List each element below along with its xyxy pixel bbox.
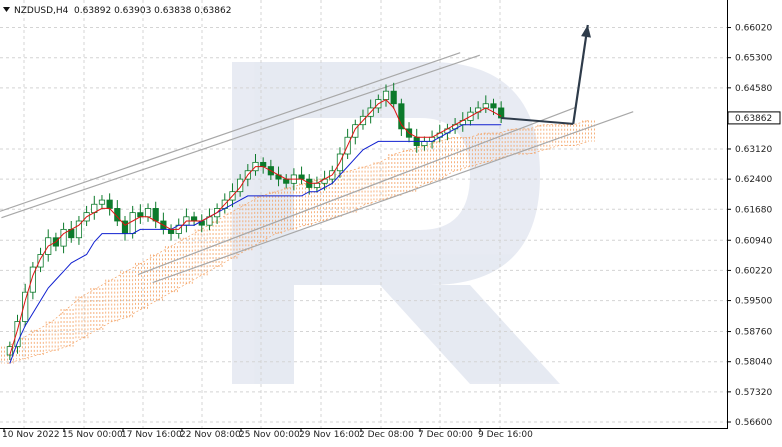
candle-body [237,178,244,193]
ichimoku-cloud [1,120,595,364]
price-tick-label: 0.59500 [735,297,772,307]
candle-body [398,103,405,130]
candle-body [313,182,321,188]
time-tick-label: 22 Nov 08:00 [180,430,241,440]
candle-body [22,291,29,322]
price-tick-label: 0.61680 [735,205,772,215]
candle-body [98,199,106,205]
candle-body [152,208,159,222]
trend-line [137,106,577,276]
price-tick-label: 0.58040 [735,358,772,368]
trend-line [152,111,634,284]
ohlc-values: 0.63892 0.63903 0.63838 0.63862 [74,6,231,16]
price-axis: 0.66020 0.65300 0.64580 0.63862 0.63120 0.624… [727,24,781,428]
candle-body [14,321,21,348]
price-tick-label: 0.60220 [735,266,772,276]
trend-line [0,52,461,212]
time-tick-label: 17 Nov 16:00 [121,430,182,440]
trend-line [1,54,481,219]
price-tick-label: 0.62400 [735,175,772,185]
candle-body [421,141,428,147]
time-tick-label: 25 Nov 00:00 [239,430,300,440]
forecast-arrow [501,24,591,125]
cloud-edge-b [7,141,589,364]
candle-body [114,208,121,222]
symbol-label: NZDUSD,H4 [14,6,69,16]
chart-header: NZDUSD,H4 0.63892 0.63903 0.63838 0.6386… [3,6,231,16]
price-tick-label: 0.60940 [735,236,772,246]
candle-body [37,254,44,268]
grid-lines [0,0,727,428]
price-tick-label: 0.58760 [735,328,772,338]
time-tick-label: 9 Dec 16:00 [478,430,533,440]
candle-body [29,266,36,293]
time-tick-label: 29 Nov 16:00 [299,430,360,440]
candle-body [75,220,83,239]
candle-body [298,174,305,180]
candle-body [482,103,489,109]
time-tick-label: 15 Nov 00:00 [62,430,123,440]
dropdown-triangle-icon[interactable] [3,7,10,12]
price-tick-label: 0.63862 [735,114,772,124]
candle-body [190,216,198,222]
cloud-edge-a [7,120,589,347]
time-tick-label: 7 Dec 00:00 [418,430,473,440]
price-tick-label: 0.65300 [735,54,772,64]
price-tick-label: 0.66020 [735,24,772,34]
tenkan-line [9,98,502,356]
candle-body [390,90,397,105]
candle-body [60,228,67,247]
candle-body [490,103,497,109]
candle-body [129,212,136,234]
candle-body [144,208,152,218]
arrow-head-icon [581,25,591,38]
arrow-down-leg [501,116,574,125]
candle-body [382,90,390,100]
price-tick-label: 0.57320 [735,388,772,398]
indicator-lines [9,98,502,364]
candle-body [352,124,359,138]
price-tick-label: 0.56600 [735,418,772,428]
candle-body [283,178,290,184]
candle-body [106,199,113,209]
trend-channel [0,52,634,284]
watermark-logo [232,62,560,384]
candle-body [498,107,505,119]
kijun-line [9,124,502,364]
candle-body [260,161,267,167]
time-tick-label: 2 Dec 08:00 [359,430,414,440]
candle-body [137,212,144,218]
candle-body [167,228,175,234]
current-price-tag [727,111,781,125]
time-tick-label: 10 Nov 2022 [2,430,60,440]
price-tick-label: 0.63120 [735,145,772,155]
arrow-up-leg [572,24,589,125]
price-tick-label: 0.64580 [735,84,772,94]
